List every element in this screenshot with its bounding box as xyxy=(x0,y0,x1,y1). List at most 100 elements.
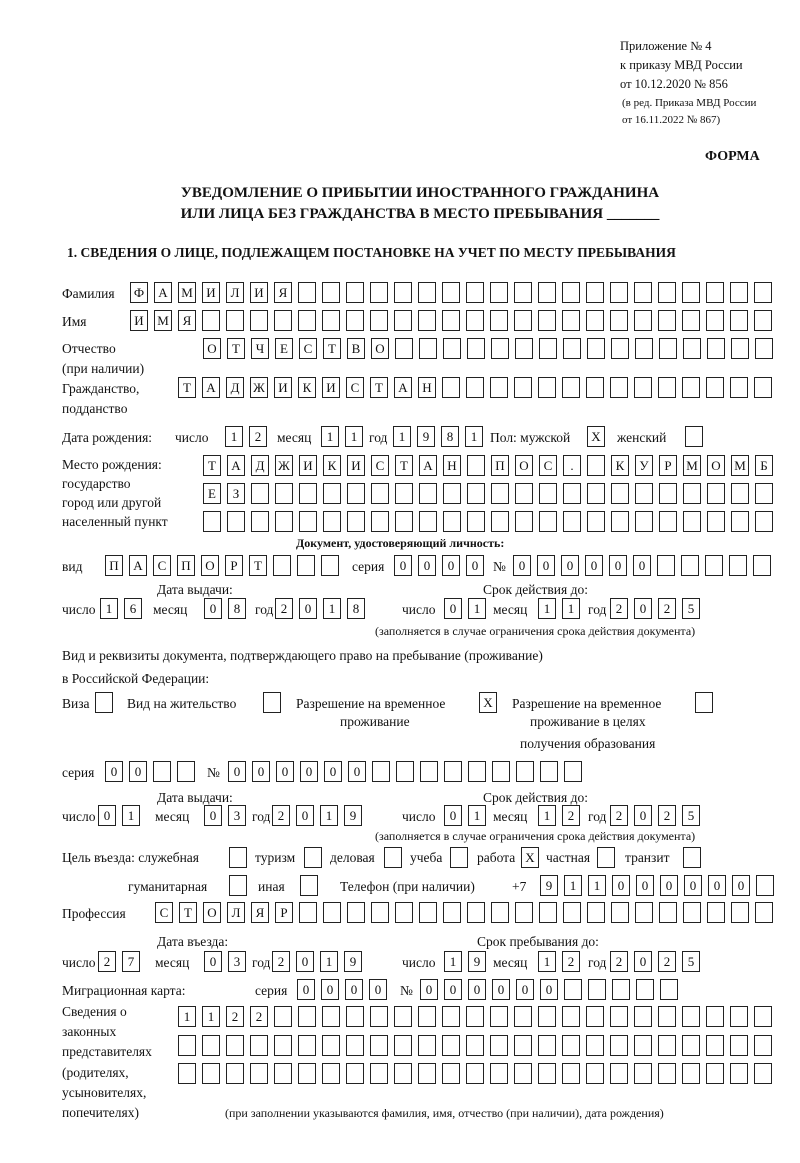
char-cell[interactable] xyxy=(490,310,508,331)
char-cell[interactable]: 0 xyxy=(369,979,387,1000)
char-cell[interactable]: Р xyxy=(225,555,243,576)
char-cell[interactable]: 8 xyxy=(441,426,459,447)
char-cell[interactable] xyxy=(419,511,437,532)
char-cell[interactable] xyxy=(251,511,269,532)
char-cell[interactable] xyxy=(202,310,220,331)
char-cell[interactable] xyxy=(442,1063,460,1084)
char-cell[interactable] xyxy=(394,1063,412,1084)
char-cell[interactable]: 0 xyxy=(634,951,652,972)
char-cell[interactable]: О xyxy=(707,455,725,476)
char-cell[interactable] xyxy=(587,483,605,504)
char-cell[interactable] xyxy=(468,761,486,782)
char-cell[interactable]: 1 xyxy=(320,805,338,826)
char-cell[interactable] xyxy=(611,511,629,532)
char-cell[interactable] xyxy=(275,511,293,532)
char-cell[interactable]: З xyxy=(227,483,245,504)
char-cell[interactable] xyxy=(515,338,533,359)
char-cell[interactable] xyxy=(707,511,725,532)
char-cell[interactable] xyxy=(371,483,389,504)
char-cell[interactable] xyxy=(442,1035,460,1056)
char-cell[interactable]: 0 xyxy=(345,979,363,1000)
char-cell[interactable] xyxy=(299,483,317,504)
char-cell[interactable]: А xyxy=(129,555,147,576)
char-cell[interactable] xyxy=(419,338,437,359)
checkbox[interactable] xyxy=(229,847,247,868)
char-cell[interactable] xyxy=(347,511,365,532)
char-cell[interactable]: 2 xyxy=(610,598,628,619)
char-cell[interactable] xyxy=(490,1063,508,1084)
char-cell[interactable]: Б xyxy=(755,455,773,476)
char-cell[interactable]: 0 xyxy=(442,555,460,576)
char-cell[interactable]: 0 xyxy=(609,555,627,576)
char-cell[interactable] xyxy=(395,338,413,359)
char-cell[interactable] xyxy=(562,1006,580,1027)
char-cell[interactable]: Е xyxy=(275,338,293,359)
char-cell[interactable] xyxy=(563,338,581,359)
char-cell[interactable]: О xyxy=(203,338,221,359)
char-cell[interactable] xyxy=(612,979,630,1000)
char-cell[interactable] xyxy=(539,511,557,532)
char-cell[interactable]: 2 xyxy=(610,805,628,826)
char-cell[interactable]: 0 xyxy=(612,875,630,896)
char-cell[interactable] xyxy=(466,1035,484,1056)
char-cell[interactable]: 0 xyxy=(468,979,486,1000)
char-cell[interactable] xyxy=(658,282,676,303)
char-cell[interactable]: Ф xyxy=(130,282,148,303)
char-cell[interactable]: 1 xyxy=(562,598,580,619)
rep-2-field[interactable] xyxy=(178,1035,778,1057)
char-cell[interactable] xyxy=(322,1006,340,1027)
char-cell[interactable] xyxy=(420,761,438,782)
char-cell[interactable]: 1 xyxy=(465,426,483,447)
char-cell[interactable]: 0 xyxy=(516,979,534,1000)
char-cell[interactable] xyxy=(370,1006,388,1027)
char-cell[interactable]: 2 xyxy=(610,951,628,972)
char-cell[interactable]: 0 xyxy=(296,951,314,972)
char-cell[interactable] xyxy=(683,483,701,504)
char-cell[interactable] xyxy=(372,761,390,782)
char-cell[interactable] xyxy=(490,1035,508,1056)
char-cell[interactable] xyxy=(754,1063,772,1084)
char-cell[interactable] xyxy=(586,310,604,331)
char-cell[interactable] xyxy=(370,282,388,303)
char-cell[interactable] xyxy=(491,511,509,532)
char-cell[interactable] xyxy=(707,483,725,504)
char-cell[interactable]: 0 xyxy=(634,598,652,619)
char-cell[interactable]: Ж xyxy=(250,377,268,398)
char-cell[interactable] xyxy=(467,483,485,504)
char-cell[interactable]: 1 xyxy=(321,426,339,447)
char-cell[interactable]: 1 xyxy=(538,951,556,972)
char-cell[interactable] xyxy=(706,282,724,303)
char-cell[interactable]: С xyxy=(153,555,171,576)
char-cell[interactable] xyxy=(610,377,628,398)
char-cell[interactable] xyxy=(298,1035,316,1056)
char-cell[interactable] xyxy=(274,310,292,331)
char-cell[interactable] xyxy=(659,483,677,504)
char-cell[interactable]: 9 xyxy=(468,951,486,972)
char-cell[interactable] xyxy=(202,1063,220,1084)
char-cell[interactable] xyxy=(395,902,413,923)
char-cell[interactable]: 1 xyxy=(444,951,462,972)
char-cell[interactable]: 0 xyxy=(394,555,412,576)
char-cell[interactable] xyxy=(274,1035,292,1056)
char-cell[interactable] xyxy=(587,902,605,923)
char-cell[interactable]: И xyxy=(322,377,340,398)
char-cell[interactable]: А xyxy=(419,455,437,476)
char-cell[interactable] xyxy=(466,310,484,331)
char-cell[interactable]: 0 xyxy=(561,555,579,576)
char-cell[interactable] xyxy=(658,1035,676,1056)
char-cell[interactable]: 8 xyxy=(347,598,365,619)
char-cell[interactable]: Т xyxy=(203,455,221,476)
char-cell[interactable]: 0 xyxy=(129,761,147,782)
char-cell[interactable] xyxy=(298,282,316,303)
char-cell[interactable]: Д xyxy=(251,455,269,476)
char-cell[interactable] xyxy=(514,310,532,331)
char-cell[interactable]: К xyxy=(298,377,316,398)
char-cell[interactable] xyxy=(467,902,485,923)
char-cell[interactable] xyxy=(299,902,317,923)
